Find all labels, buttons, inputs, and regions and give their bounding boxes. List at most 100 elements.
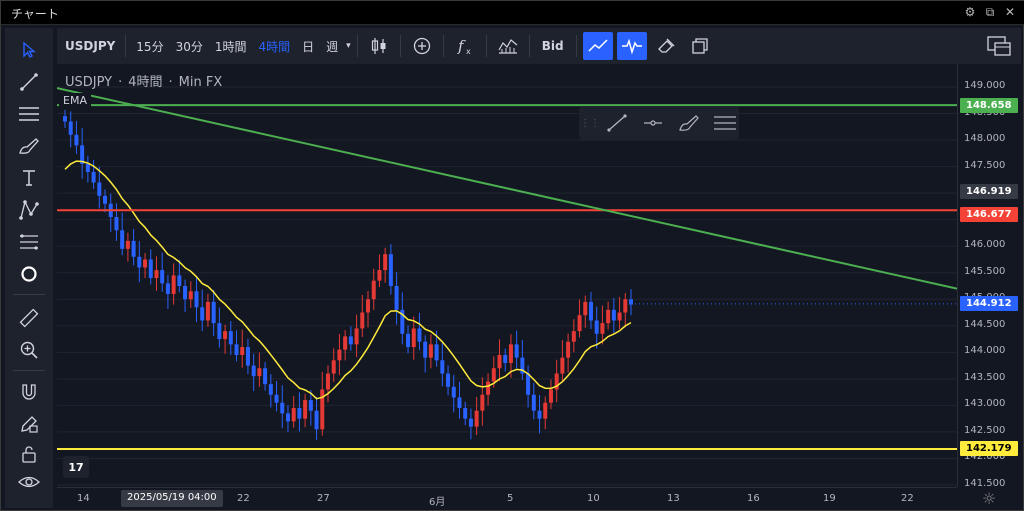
fib-lines-icon[interactable] bbox=[17, 102, 41, 126]
candle-body bbox=[366, 299, 371, 313]
price-tick: 142.000 bbox=[964, 451, 1006, 463]
popout-icon[interactable]: ⧉ bbox=[985, 4, 995, 19]
time-tick: 22 bbox=[901, 493, 914, 504]
candle-body bbox=[68, 121, 73, 135]
legend-interval: 4時間 bbox=[128, 75, 163, 90]
red-line-price-label: 146.677 bbox=[960, 206, 1018, 222]
tradingview-logo[interactable]: 17 bbox=[63, 456, 89, 478]
price-chart[interactable] bbox=[57, 64, 957, 487]
interval-1h[interactable]: 1時間 bbox=[214, 39, 247, 54]
interval-15m[interactable]: 15分 bbox=[136, 39, 164, 54]
candle-body bbox=[486, 381, 491, 395]
candle-body bbox=[583, 301, 588, 316]
candle-body bbox=[617, 312, 622, 321]
horizontal-ray-icon[interactable] bbox=[639, 110, 667, 136]
candle-body bbox=[417, 328, 422, 342]
drag-handle-icon[interactable]: ⋮⋮ bbox=[580, 117, 600, 129]
candle-body bbox=[623, 299, 628, 313]
chart-pane[interactable]: USDJPY · 4時間 · Min FX EMA ⋮⋮ 17 bbox=[57, 64, 957, 487]
candle-body bbox=[508, 344, 513, 363]
price-tick: 144.000 bbox=[964, 345, 1006, 357]
copy-icon[interactable] bbox=[685, 32, 715, 60]
bid-ask-toggle[interactable]: Bid bbox=[541, 39, 564, 53]
candle-body bbox=[331, 360, 336, 374]
layout-icon[interactable] bbox=[983, 32, 1015, 60]
candle-body bbox=[308, 400, 313, 411]
text-icon[interactable] bbox=[17, 166, 41, 190]
eye-icon[interactable] bbox=[17, 470, 41, 494]
candle-body bbox=[354, 328, 359, 345]
candle-body bbox=[165, 283, 170, 294]
candle-body bbox=[103, 195, 108, 204]
candle-body bbox=[177, 275, 182, 286]
candle-body bbox=[423, 341, 428, 358]
title-bar: チャート ⚙ ⧉ ✕ bbox=[1, 1, 1024, 25]
candle-body bbox=[451, 386, 456, 398]
candle-body bbox=[394, 286, 399, 310]
candle-body bbox=[337, 349, 342, 361]
green-line-price-label: 148.658 bbox=[960, 97, 1018, 113]
cursor-arrow-icon[interactable] bbox=[17, 38, 41, 62]
candle-type-icon[interactable] bbox=[364, 32, 394, 60]
candle-body bbox=[314, 410, 319, 430]
candle-body bbox=[245, 347, 250, 366]
chart-settings-icon[interactable]: ☼ bbox=[957, 487, 1021, 509]
candle-body bbox=[537, 410, 542, 419]
prediction-icon[interactable] bbox=[17, 230, 41, 254]
candle-body bbox=[97, 182, 102, 196]
candle-body bbox=[594, 320, 599, 334]
candle-body bbox=[160, 270, 165, 284]
price-tick: 142.500 bbox=[964, 424, 1006, 436]
last-price-label: 144.912 bbox=[960, 296, 1018, 312]
trend-line-icon[interactable] bbox=[17, 70, 41, 94]
lock-icon[interactable] bbox=[17, 442, 41, 466]
pulse-toggle-icon[interactable] bbox=[616, 32, 647, 60]
interval-1w[interactable]: 週 bbox=[326, 39, 339, 54]
pattern-icon[interactable] bbox=[17, 198, 41, 222]
ema-indicator-label[interactable]: EMA bbox=[59, 93, 91, 108]
ruler-icon[interactable] bbox=[17, 306, 41, 330]
candle-body bbox=[251, 365, 256, 377]
circle-icon[interactable] bbox=[17, 262, 41, 286]
trend-line-toggle-icon[interactable] bbox=[582, 32, 613, 60]
add-compare-icon[interactable] bbox=[407, 32, 437, 60]
price-tick: 147.500 bbox=[964, 159, 1006, 171]
candle-body bbox=[80, 145, 85, 164]
legend-source: Min FX bbox=[178, 75, 223, 90]
fib-lines-icon[interactable] bbox=[711, 110, 739, 136]
brush-icon[interactable] bbox=[17, 134, 41, 158]
eraser-icon[interactable] bbox=[651, 32, 681, 60]
svg-text:x: x bbox=[466, 47, 471, 56]
legend-separator: · bbox=[168, 75, 173, 90]
candle-body bbox=[257, 368, 262, 377]
interval-dropdown[interactable]: ▾ bbox=[346, 41, 351, 51]
interval-30m[interactable]: 30分 bbox=[175, 39, 203, 54]
price-axis[interactable]: 149.000148.500148.000147.500147.000146.5… bbox=[957, 64, 1021, 489]
settings-icon[interactable]: ⚙ bbox=[964, 5, 976, 19]
interval-1d[interactable]: 日 bbox=[302, 39, 315, 54]
time-axis[interactable]: 14 22 27 6月 5 10 13 16 19 22 2025/05/19 04:00 bbox=[57, 487, 957, 509]
floating-drawing-toolbar: ⋮⋮ bbox=[579, 106, 739, 140]
close-icon[interactable]: ✕ bbox=[1004, 5, 1016, 19]
candle-body bbox=[263, 368, 268, 385]
candle-body bbox=[491, 368, 496, 382]
candle-body bbox=[240, 347, 245, 355]
candle-body bbox=[85, 163, 90, 172]
trend-line-icon[interactable] bbox=[603, 110, 631, 136]
brush-icon[interactable] bbox=[675, 110, 703, 136]
zoom-in-icon[interactable] bbox=[17, 338, 41, 362]
lock-pencil-icon[interactable] bbox=[17, 412, 41, 436]
symbol-search[interactable]: USDJPY bbox=[65, 39, 116, 53]
ema-line bbox=[64, 160, 632, 400]
candle-body bbox=[320, 389, 325, 430]
interval-4h[interactable]: 4時間 bbox=[258, 39, 291, 54]
candle-body bbox=[543, 402, 548, 419]
candle-body bbox=[223, 331, 228, 340]
price-tick: 146.000 bbox=[964, 239, 1006, 251]
templates-icon[interactable] bbox=[493, 32, 523, 60]
candle-body bbox=[463, 408, 468, 419]
magnet-icon[interactable] bbox=[17, 380, 41, 404]
candle-body bbox=[268, 384, 273, 395]
